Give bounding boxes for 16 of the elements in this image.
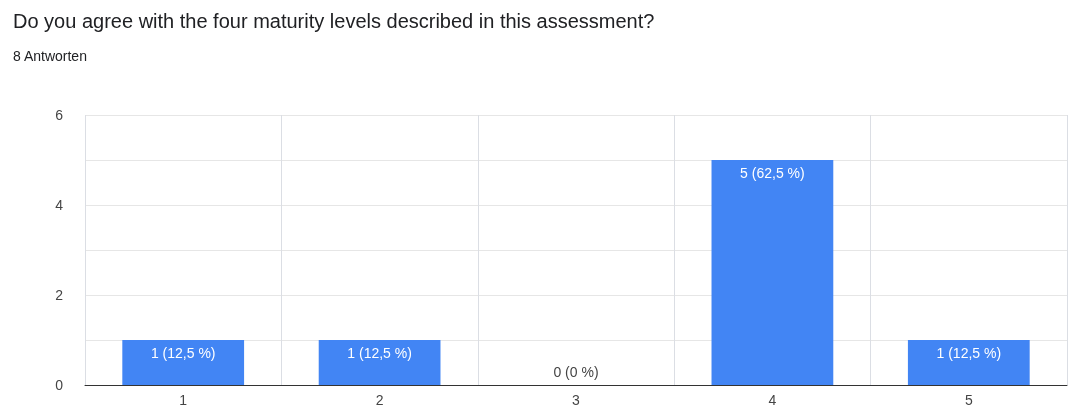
- y-tick-label: 4: [55, 197, 64, 213]
- x-tick-label: 5: [964, 392, 973, 408]
- y-tick-label: 2: [55, 287, 64, 303]
- data-label: 0 (0 %): [553, 364, 599, 380]
- x-tick-label: 2: [375, 392, 384, 408]
- y-tick-label: 6: [55, 107, 64, 123]
- data-label: 1 (12,5 %): [347, 345, 412, 361]
- data-label: 1 (12,5 %): [936, 345, 1002, 361]
- data-label: 5 (62,5 %): [740, 165, 805, 181]
- y-tick-label: 0: [55, 377, 64, 393]
- x-tick-label: 4: [768, 392, 777, 408]
- x-tick-label: 1: [179, 392, 188, 408]
- x-tick-label: 3: [572, 392, 581, 408]
- chart-subtitle: 8 Antworten: [13, 48, 87, 64]
- chart-title: Do you agree with the four maturity levels described in this assessment?: [13, 10, 655, 32]
- data-label: 1 (12,5 %): [150, 345, 216, 361]
